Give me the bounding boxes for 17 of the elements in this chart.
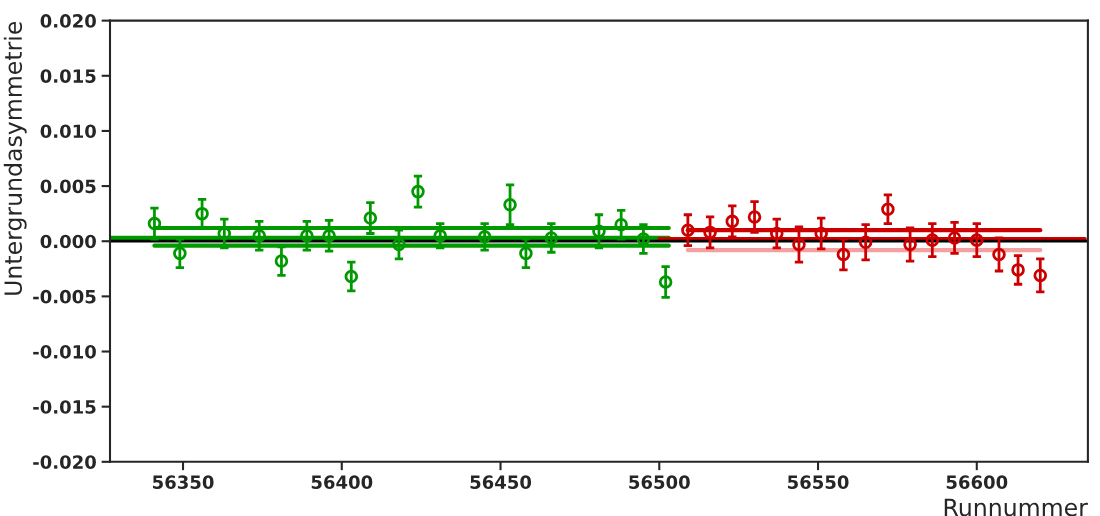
y-tick-label: 0.010 [40,124,96,139]
y-tick-label: 0.020 [40,14,96,28]
y-tick-label: 0.005 [40,179,96,194]
y-tick-label: -0.020 [33,455,96,469]
y-tick-label: 0.000 [40,234,96,249]
y-tick-label: 0.015 [40,69,96,83]
x-tick-label: 56500 [629,475,690,489]
x-tick-label: 56350 [153,475,214,489]
y-axis-title: Untergrundasymmetrie [3,21,27,295]
x-tick-label: 56450 [470,475,532,489]
x-tick-label: 56400 [311,475,373,489]
y-tick-label: -0.010 [33,344,96,359]
x-axis-title: Runnummer [944,498,1088,516]
y-tick-label: -0.005 [33,289,96,304]
x-tick-label: 56600 [946,475,1008,489]
y-tick-label: -0.015 [33,400,96,414]
x-tick-label: 56550 [788,475,849,489]
